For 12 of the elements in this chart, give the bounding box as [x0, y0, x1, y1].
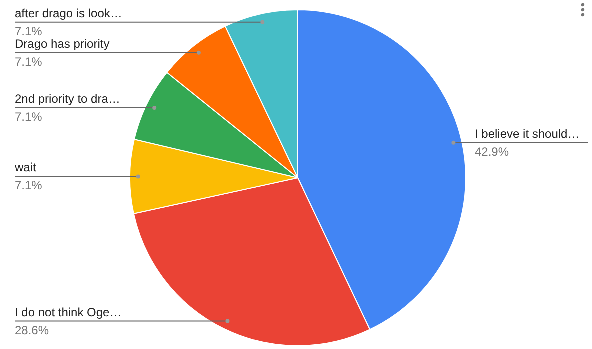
data-label: 7.1%	[15, 24, 43, 38]
slice-label: I believe it should…	[475, 126, 580, 141]
slice-label: Drago has priority	[15, 36, 110, 51]
data-label: 7.1%	[15, 178, 43, 193]
slice-label: after drago is look…	[15, 6, 122, 20]
data-label: 28.6%	[15, 323, 50, 338]
data-label: 7.1%	[15, 110, 43, 124]
data-label: 42.9%	[475, 144, 510, 159]
data-label: 7.1%	[15, 54, 43, 69]
slice-label: I do not think Oge…	[15, 305, 122, 320]
slice-label: wait	[14, 160, 38, 175]
slice-label: 2nd priority to dra…	[15, 92, 120, 106]
